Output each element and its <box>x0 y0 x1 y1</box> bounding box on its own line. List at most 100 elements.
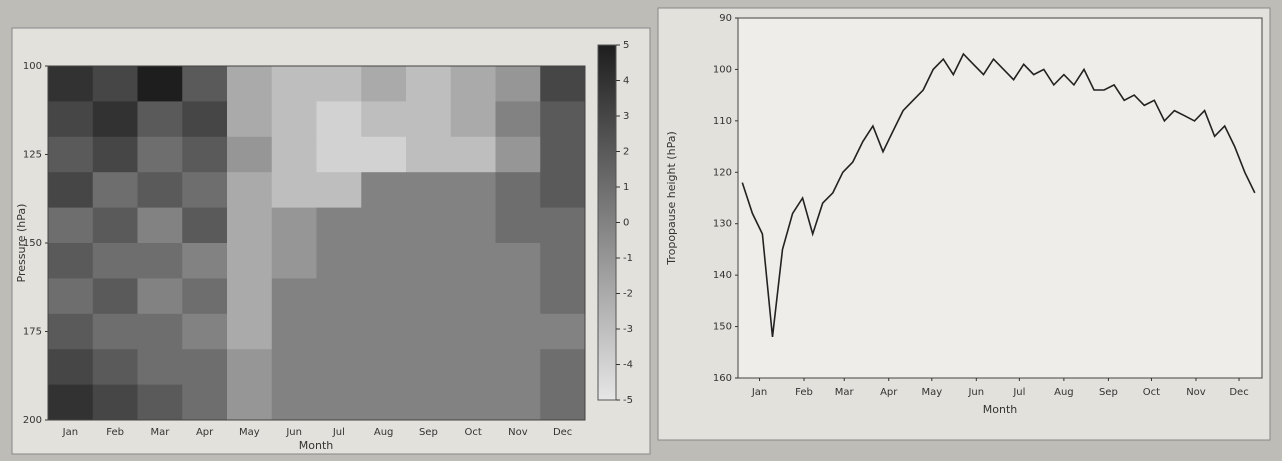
heat-cell <box>271 66 317 102</box>
heat-cell <box>406 101 452 138</box>
heat-cell <box>540 207 586 244</box>
y-tick-label: 130 <box>713 219 732 230</box>
heat-cell <box>406 243 452 279</box>
heat-cell <box>48 136 94 173</box>
heat-cell <box>182 207 228 244</box>
heat-cell <box>540 172 586 209</box>
heat-cell <box>92 172 138 209</box>
heat-cell <box>361 278 407 315</box>
heat-cell <box>271 313 317 350</box>
heat-cell <box>450 349 496 386</box>
heat-cell <box>48 172 94 209</box>
heat-cell <box>361 313 407 350</box>
heat-cell <box>406 384 452 421</box>
heat-cell <box>271 243 317 279</box>
heat-cell <box>495 66 541 102</box>
heat-cell <box>182 384 228 421</box>
x-tick-label: Mar <box>835 387 855 398</box>
heat-cell <box>271 172 317 209</box>
heat-cell <box>227 349 273 386</box>
heat-cell <box>182 243 228 279</box>
y-tick-label: 150 <box>23 238 42 249</box>
x-axis-label: Month <box>983 403 1018 416</box>
heat-cell <box>316 384 362 421</box>
heat-cell <box>137 278 183 315</box>
heat-cell <box>227 313 273 350</box>
x-tick-label: Sep <box>1099 387 1118 398</box>
heat-cell <box>227 278 273 315</box>
heat-cell <box>271 101 317 138</box>
heat-cell <box>316 278 362 315</box>
heat-cell <box>271 384 317 421</box>
colorbar-tick-label: 0 <box>623 218 629 229</box>
x-tick-label: Jul <box>332 427 345 438</box>
heat-cell <box>48 313 94 350</box>
heat-cell <box>48 101 94 138</box>
heat-cell <box>92 66 138 102</box>
heat-cell <box>450 207 496 244</box>
heat-cell <box>137 101 183 138</box>
colorbar-tick-label: -4 <box>623 360 633 371</box>
heat-cell <box>361 207 407 244</box>
plot-area <box>737 17 1263 379</box>
heat-cell <box>495 313 541 350</box>
heat-cell <box>495 136 541 173</box>
heat-cell <box>361 384 407 421</box>
heat-cell <box>137 243 183 279</box>
y-tick-label: 175 <box>23 327 42 338</box>
heat-cell <box>182 172 228 209</box>
heat-cell <box>92 313 138 350</box>
heat-cell <box>495 101 541 138</box>
colorbar <box>597 44 617 401</box>
heat-cell <box>48 278 94 315</box>
x-axis-label: Month <box>299 439 334 452</box>
x-tick-label: Aug <box>374 427 394 438</box>
x-tick-label: Oct <box>1143 387 1160 398</box>
x-tick-label: Feb <box>106 427 124 438</box>
heat-cell <box>540 66 586 102</box>
heat-cell <box>137 384 183 421</box>
heat-cell <box>92 207 138 244</box>
heat-cell <box>361 172 407 209</box>
colorbar-tick-label: 3 <box>623 111 629 122</box>
x-tick-label: Nov <box>508 427 528 438</box>
colorbar-tick-label: -5 <box>623 395 633 406</box>
y-tick-label: 160 <box>713 373 732 384</box>
heat-cell <box>137 66 183 102</box>
heat-cell <box>406 172 452 209</box>
heat-cell <box>406 207 452 244</box>
heat-cell <box>137 172 183 209</box>
heat-cell <box>406 278 452 315</box>
colorbar-tick-label: 5 <box>623 40 629 51</box>
heat-cell <box>227 384 273 421</box>
heat-cell <box>182 349 228 386</box>
heat-cell <box>540 243 586 279</box>
heat-cell <box>227 66 273 102</box>
heat-cell <box>137 313 183 350</box>
heat-cell <box>450 172 496 209</box>
y-tick-label: 100 <box>23 61 42 72</box>
x-tick-label: Dec <box>553 427 572 438</box>
heat-cell <box>316 349 362 386</box>
heat-cell <box>137 136 183 173</box>
x-tick-label: Dec <box>1229 387 1248 398</box>
heat-cell <box>361 243 407 279</box>
heat-cell <box>182 66 228 102</box>
heat-cell <box>182 101 228 138</box>
heat-cell <box>495 207 541 244</box>
y-tick-label: 200 <box>23 415 42 426</box>
plot-frame <box>47 65 586 421</box>
heat-cell <box>495 243 541 279</box>
data-line <box>741 52 1256 337</box>
y-tick-label: 110 <box>713 116 732 127</box>
heat-cell <box>137 207 183 244</box>
heat-cell <box>48 384 94 421</box>
heat-cell <box>227 172 273 209</box>
y-tick-label: 150 <box>713 322 732 333</box>
heat-cell <box>316 207 362 244</box>
heat-cell <box>316 101 362 138</box>
heat-cell <box>48 207 94 244</box>
heat-cell <box>450 384 496 421</box>
heat-cell <box>227 243 273 279</box>
